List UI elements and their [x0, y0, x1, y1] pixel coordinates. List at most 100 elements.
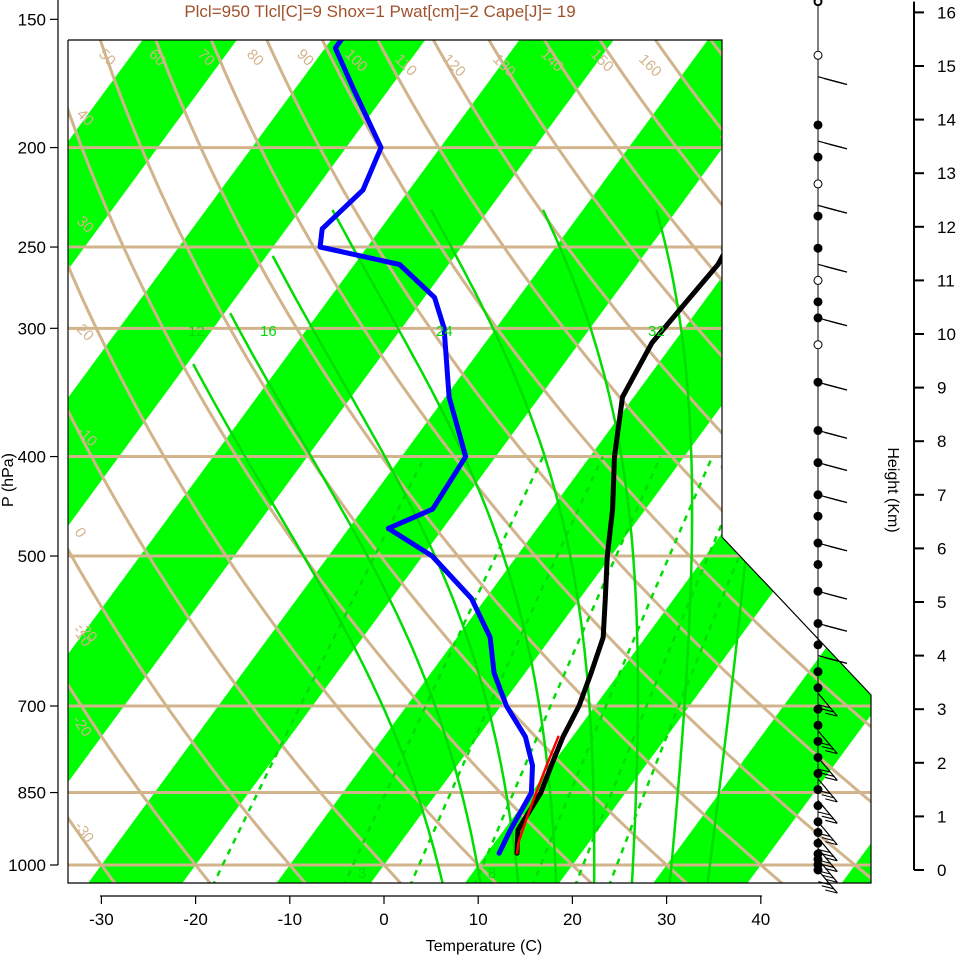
height-marker [813, 152, 823, 162]
series-line-dew-point [317, 40, 535, 856]
wind-barb-feather [821, 815, 834, 820]
wind-barb [817, 757, 838, 781]
dry-adiabat-label: 160 [635, 51, 665, 81]
wind-barb-feather [824, 544, 837, 549]
height-marker [813, 511, 823, 521]
height-tick-label: 12 [937, 218, 956, 237]
height-marker [813, 559, 823, 569]
wind-barb-feather [821, 745, 834, 751]
height-marker [813, 297, 823, 307]
wind-barb-feather [825, 841, 838, 846]
mixing-ratio-line [472, 456, 662, 883]
wind-barb-feather [824, 383, 837, 388]
moist-line-label: 16 [260, 323, 277, 340]
x-tick-label: -10 [278, 910, 303, 929]
height-tick-label: 2 [937, 754, 946, 773]
dry-adiabat [68, 40, 406, 883]
height-marker [813, 769, 823, 779]
dry-adiabat [317, 40, 871, 883]
height-marker [813, 704, 823, 714]
height-marker [813, 243, 823, 253]
series-line-parcel [515, 735, 560, 855]
wind-barb-feather [824, 657, 837, 662]
y-tick-label: 300 [18, 319, 46, 338]
height-axis-title: Height (Km) [884, 447, 901, 532]
wind-barb-feather [818, 832, 831, 838]
isotherm-label: -30 [71, 819, 97, 847]
height-tick-label: 11 [937, 271, 955, 290]
mixing-ratio-line [530, 456, 714, 883]
height-marker [813, 640, 823, 650]
wind-barb-feather [824, 142, 837, 147]
wind-barb-feather [825, 798, 838, 803]
height-tick-label: 9 [937, 379, 946, 398]
dry-adiabat [68, 40, 501, 883]
height-tick-label: 1 [937, 807, 946, 826]
x-tick-label: 10 [469, 910, 488, 929]
wind-barb-feather [825, 712, 838, 717]
x-tick-label: 40 [751, 910, 770, 929]
wind-barb-column [813, 0, 848, 894]
wind-barb-feather [818, 768, 831, 773]
height-tick-label: 10 [937, 325, 956, 344]
y-tick-label: 200 [18, 139, 46, 158]
wind-barb [817, 692, 838, 717]
height-tick-label: 8 [937, 432, 946, 451]
mixing-ratio-line [573, 456, 752, 883]
temperature-band [653, 40, 871, 883]
height-tick-label: 13 [937, 164, 956, 183]
pressure-axis: 1001502002503004005007008501000 [8, 0, 59, 875]
wind-barb-feather [818, 790, 831, 795]
x-tick-label: 0 [379, 910, 388, 929]
y-tick-label: 400 [18, 448, 46, 467]
dry-adiabat [0, 0, 22, 887]
wind-barb-feather [818, 870, 831, 875]
wind-barb-feather [825, 819, 838, 824]
x-tick-label: 20 [563, 910, 582, 929]
wind-barb-feather [821, 874, 834, 879]
dry-adiabat-label: 50 [95, 46, 119, 70]
wind-barb [817, 858, 838, 883]
wind-barb-feather [824, 78, 837, 83]
isotherm-label: 0 [71, 525, 90, 542]
wind-barb-feather [821, 885, 834, 890]
wind-barb-feather [824, 496, 837, 501]
wind-barb-feather [818, 741, 831, 746]
temperature-axis: -30 -20 -10 0 10 20 30 40 [89, 895, 770, 929]
wind-barb [817, 869, 838, 894]
moist-line-label: 3 [358, 865, 366, 882]
y-tick-label: 150 [18, 10, 46, 29]
wind-barb [817, 799, 838, 824]
x-tick-label: -30 [89, 910, 114, 929]
height-tick-label: 15 [937, 57, 956, 76]
height-tick-label: 5 [937, 593, 946, 612]
wind-barb [817, 848, 838, 872]
height-tick-label: 4 [937, 647, 946, 666]
height-marker [813, 120, 823, 130]
height-marker [813, 736, 823, 746]
wind-barb [817, 730, 838, 755]
dry-adiabat [365, 40, 871, 883]
y-tick-label: 700 [18, 697, 46, 716]
temperature-band [88, 40, 802, 883]
height-marker [813, 785, 823, 795]
moist-adiabat [541, 209, 640, 883]
wind-barb-feather [821, 853, 834, 858]
y-tick-label: 1000 [8, 856, 46, 875]
dry-adiabat [81, 40, 788, 883]
dry-adiabat [68, 40, 692, 883]
wind-barb-feather [825, 750, 838, 755]
wind-barb-feather [824, 206, 837, 211]
wind-barb-feather [818, 811, 831, 816]
dry-adiabat-lines [0, 0, 961, 887]
dry-adiabat [68, 40, 310, 883]
y-tick-label: 250 [18, 238, 46, 257]
isotherm-label: 0 [717, 460, 735, 478]
wind-barb-feather [825, 878, 838, 883]
dry-adiabat [887, 0, 961, 887]
moist-adiabat-lines [192, 209, 762, 883]
wind-barb [817, 821, 838, 846]
height-marker [813, 683, 823, 693]
